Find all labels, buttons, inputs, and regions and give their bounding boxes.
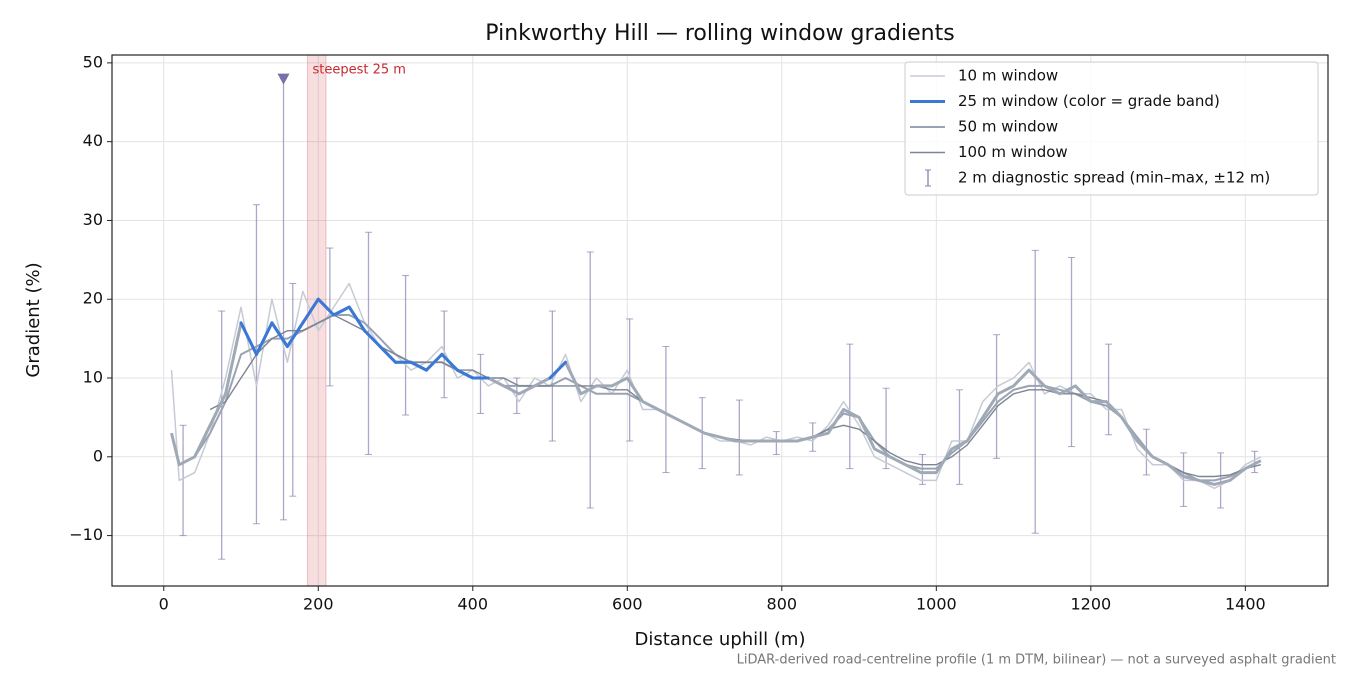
band-segment	[378, 344, 398, 364]
x-tick-label: 0	[159, 595, 169, 614]
y-axis-label: Gradient (%)	[23, 262, 44, 377]
y-tick-label: −10	[69, 525, 103, 544]
band-segment	[347, 305, 367, 333]
x-axis-label: Distance uphill (m)	[635, 629, 806, 650]
highlight-band	[306, 55, 327, 586]
legend-label: 100 m window	[958, 143, 1068, 161]
band-segment	[316, 297, 336, 317]
y-tick-label: 40	[83, 131, 103, 150]
x-tick-label: 400	[458, 595, 489, 614]
x-tick-label: 800	[767, 595, 798, 614]
x-tick-label: 1000	[916, 595, 957, 614]
band-segment	[270, 321, 289, 348]
band-segment	[455, 368, 475, 380]
y-tick-label: 20	[83, 289, 103, 308]
x-tick-label: 600	[612, 595, 643, 614]
y-tick-label: 50	[83, 52, 103, 71]
band-segment	[239, 321, 258, 356]
y-tick-label: 0	[93, 446, 103, 465]
series-line	[209, 314, 1261, 478]
band-segment	[332, 305, 351, 317]
band-segment	[409, 360, 428, 372]
legend-label: 50 m window	[958, 118, 1058, 136]
marker	[277, 73, 290, 85]
band-segment	[254, 321, 274, 356]
legend-box	[904, 61, 1319, 196]
plot-area: steepest 25 m	[170, 55, 1262, 586]
footnote: LiDAR-derived road-centreline profile (1…	[737, 653, 1336, 668]
x-tick-label: 1200	[1070, 595, 1111, 614]
band-segment	[440, 352, 459, 372]
band-segment	[301, 297, 320, 325]
band-segment	[424, 352, 444, 372]
y-tick-label: 30	[83, 210, 103, 229]
legend-label: 2 m diagnostic spread (min–max, ±12 m)	[958, 169, 1270, 187]
band-segment	[363, 329, 382, 348]
band-segment	[548, 360, 567, 380]
highlight-label: steepest 25 m	[312, 63, 405, 78]
x-tick-label: 1400	[1225, 595, 1266, 614]
plot-frame	[111, 54, 1329, 587]
legend-label: 25 m window (color = grade band)	[958, 92, 1220, 110]
legend-label: 10 m window	[958, 67, 1058, 85]
chart-title: Pinkworthy Hill — rolling window gradien…	[485, 21, 954, 46]
y-tick-label: 10	[83, 368, 103, 387]
band-segment	[285, 321, 305, 348]
x-tick-label: 200	[303, 595, 334, 614]
series-line	[170, 314, 1262, 482]
